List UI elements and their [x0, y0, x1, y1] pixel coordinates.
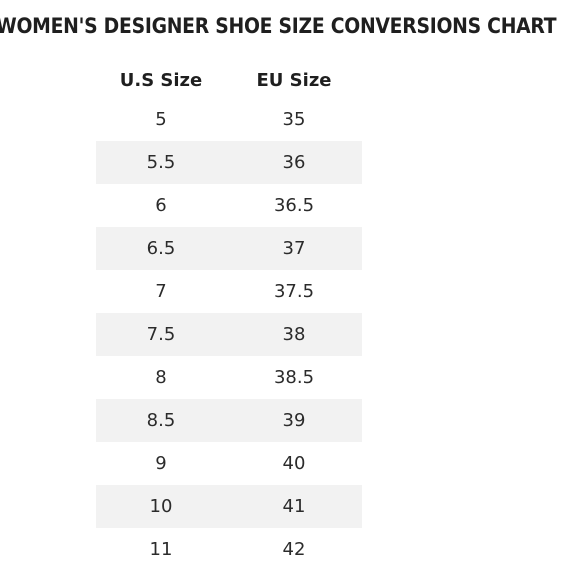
eu-size-cell: 38.5 — [273, 367, 315, 388]
table-row: 6.5 37 — [96, 227, 362, 270]
table-row: 7 37.5 — [96, 270, 362, 313]
us-size-cell: 8.5 — [146, 410, 176, 431]
us-size-cell: 11 — [149, 539, 173, 560]
us-size-cell: 6 — [155, 195, 167, 216]
us-size-cell: 8 — [155, 367, 167, 388]
table-row: 10 41 — [96, 485, 362, 528]
chart-title: WOMEN'S DESIGNER SHOE SIZE CONVERSIONS C… — [0, 14, 557, 38]
table-row: 8.5 39 — [96, 399, 362, 442]
table-row: 7.5 38 — [96, 313, 362, 356]
eu-size-cell: 38 — [282, 324, 306, 345]
eu-size-cell: 41 — [282, 496, 306, 517]
eu-size-cell: 37.5 — [273, 281, 315, 302]
table-row: 8 38.5 — [96, 356, 362, 399]
us-size-cell: 5 — [155, 109, 167, 130]
table-row: 5.5 36 — [96, 141, 362, 184]
table-row: 5 35 — [96, 98, 362, 141]
eu-size-cell: 36 — [282, 152, 306, 173]
eu-size-cell: 42 — [282, 539, 306, 560]
eu-size-cell: 37 — [282, 238, 306, 259]
table-row: 6 36.5 — [96, 184, 362, 227]
eu-size-cell: 40 — [282, 453, 306, 474]
eu-size-cell: 35 — [282, 109, 306, 130]
size-table: U.S Size EU Size 5 35 5.5 36 6 36.5 6.5 … — [96, 62, 362, 571]
us-size-cell: 6.5 — [146, 238, 176, 259]
table-row: 9 40 — [96, 442, 362, 485]
eu-size-cell: 39 — [282, 410, 306, 431]
header-us-size: U.S Size — [119, 69, 203, 91]
header-eu-size: EU Size — [256, 69, 332, 91]
us-size-cell: 10 — [149, 496, 173, 517]
us-size-cell: 9 — [155, 453, 167, 474]
eu-size-cell: 36.5 — [273, 195, 315, 216]
us-size-cell: 7.5 — [146, 324, 176, 345]
us-size-cell: 5.5 — [146, 152, 176, 173]
us-size-cell: 7 — [155, 281, 167, 302]
table-header: U.S Size EU Size — [96, 62, 362, 98]
table-row: 11 42 — [96, 528, 362, 571]
